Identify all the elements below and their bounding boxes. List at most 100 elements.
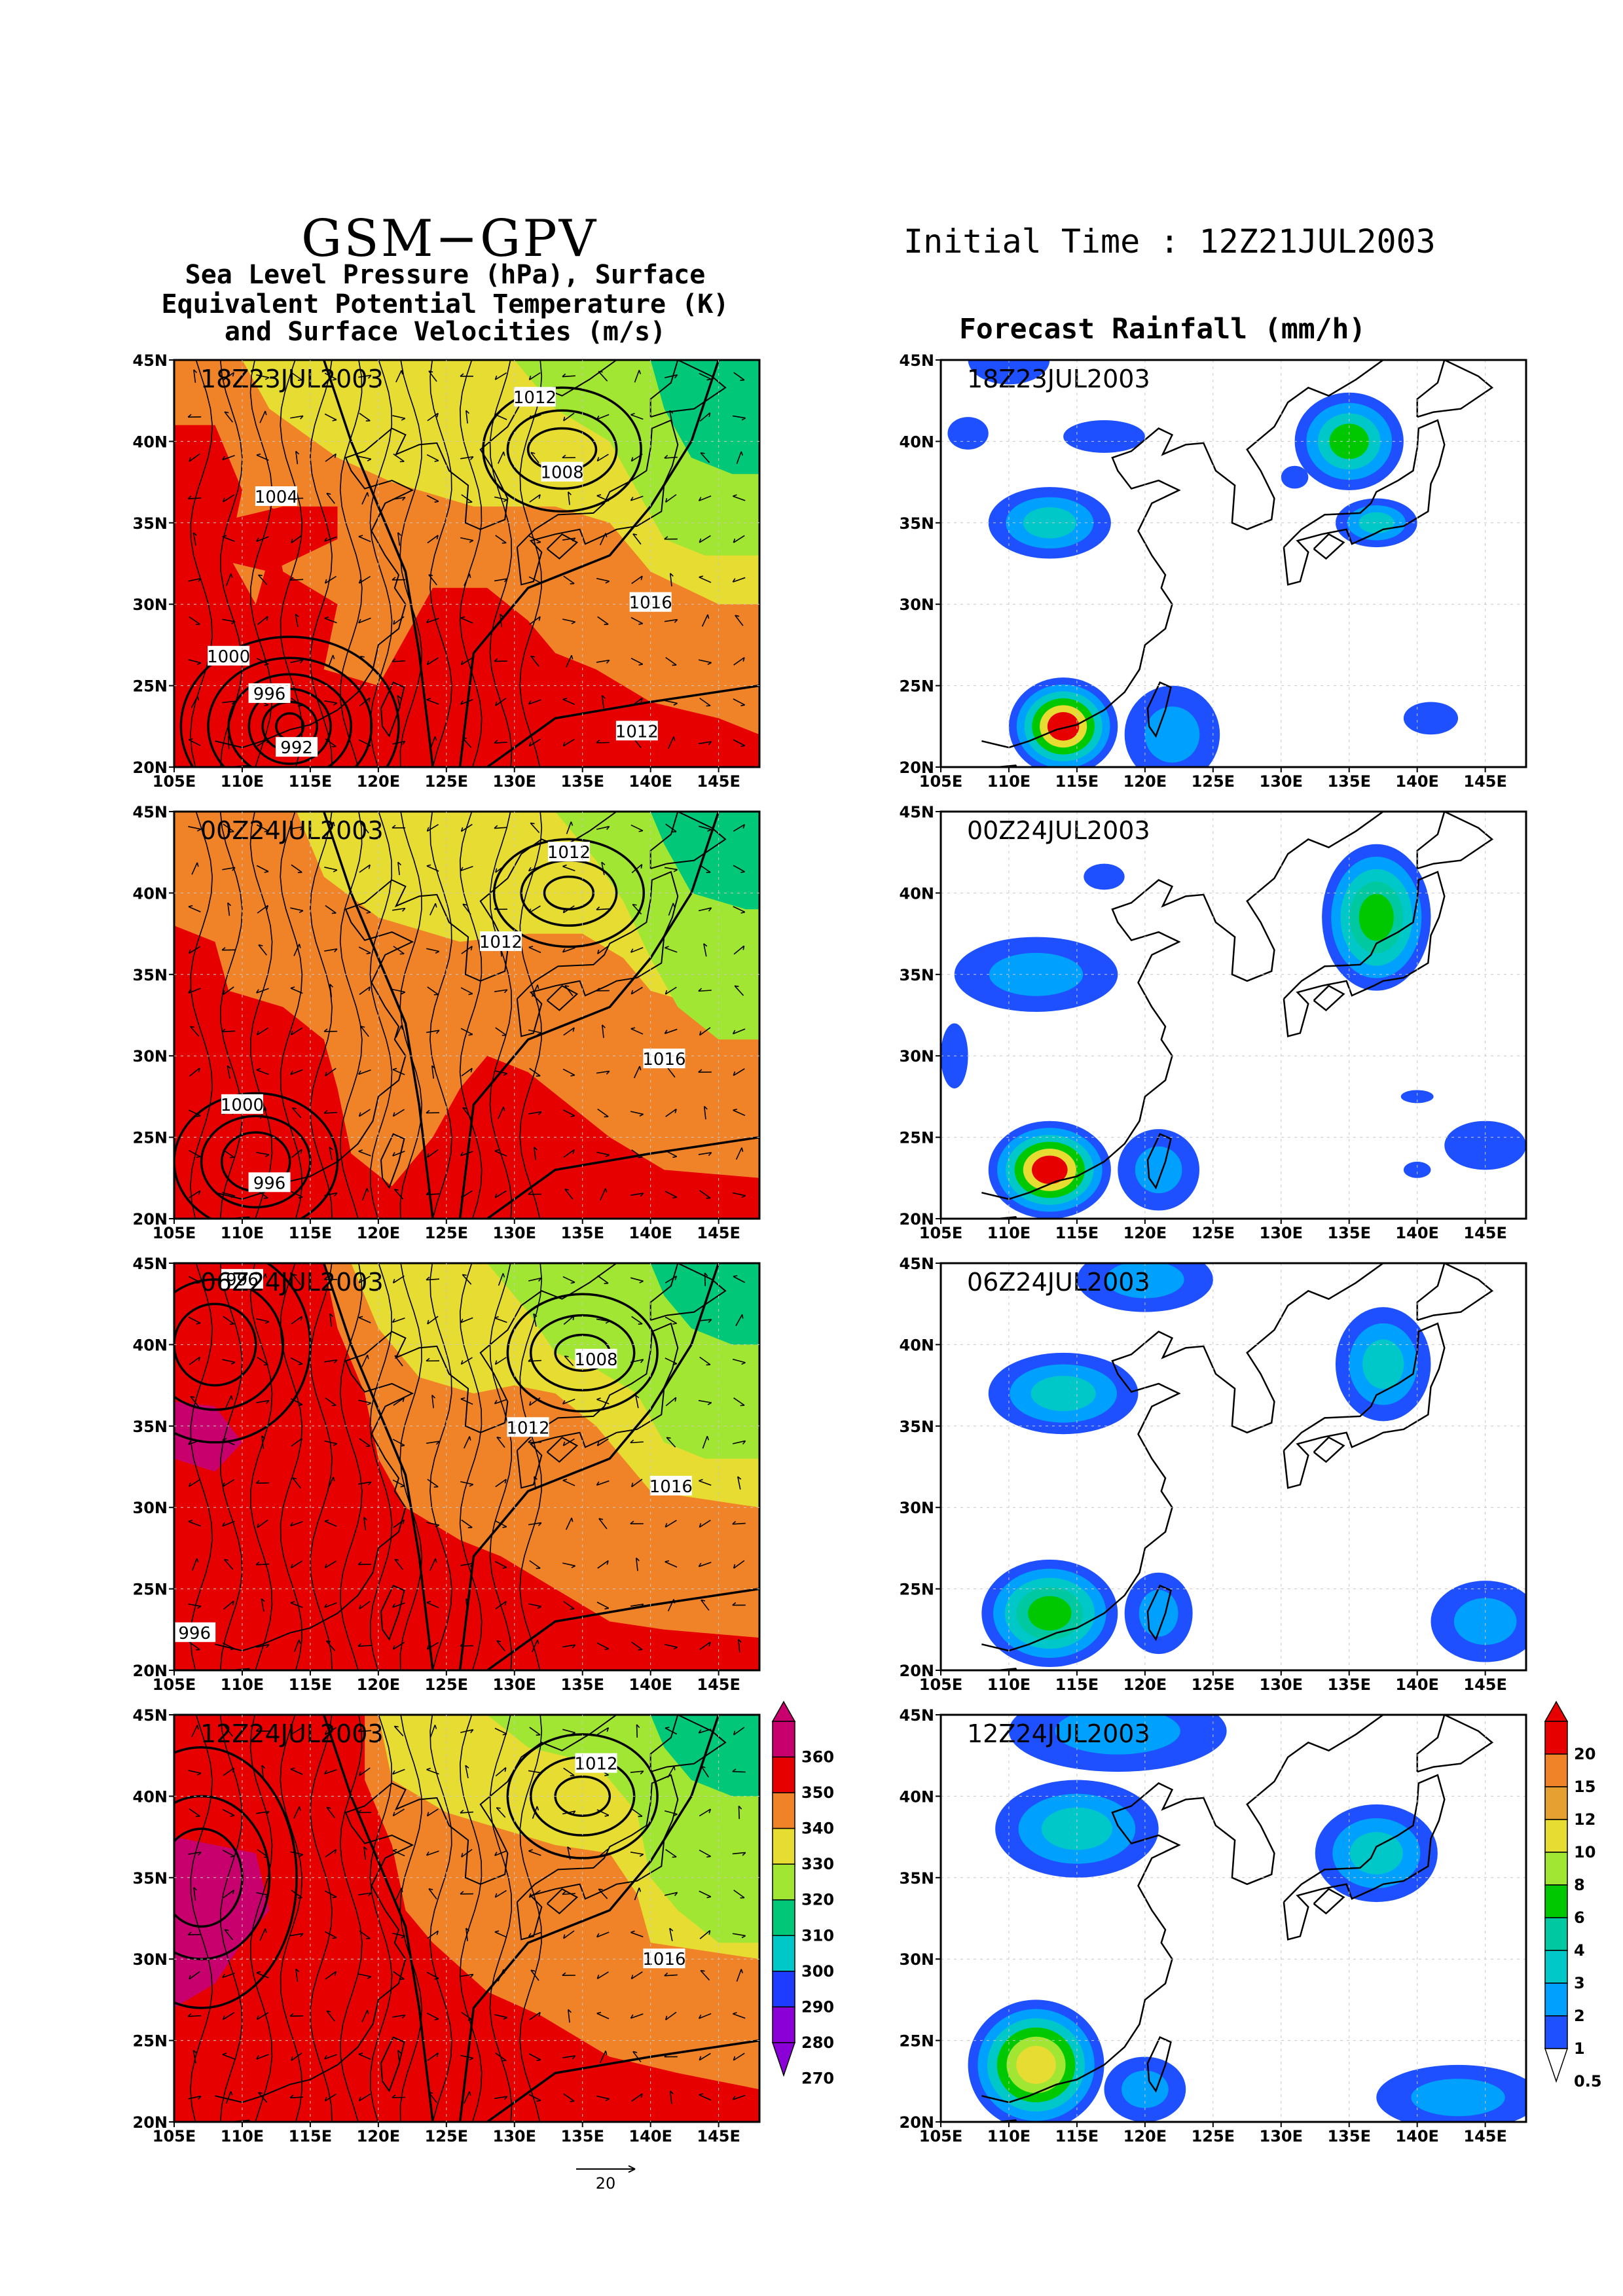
axes: 105E 110E 115E 120E 125E 130E 135E 140E 145E 20N 2… xyxy=(900,1706,1526,2145)
lon-tick-label: 140E xyxy=(1395,1224,1439,1242)
panel-time: 12Z24JUL2003 xyxy=(200,1719,384,1748)
lon-tick-label: 115E xyxy=(289,1224,333,1242)
lon-tick-label: 120E xyxy=(1123,2127,1167,2145)
coastline xyxy=(981,360,1494,767)
lat-tick-label: 45N xyxy=(900,1255,934,1273)
isobar-labels: 1012 1012 1016 1000 996 xyxy=(221,842,686,1193)
rain-colorbar: 20 15 12 10 8 6 4 3 2 1 0.5 xyxy=(1544,1700,1602,2090)
wind-vectors xyxy=(187,369,746,749)
isobar-label: 996 xyxy=(253,1174,286,1193)
lat-tick-label: 25N xyxy=(133,1581,168,1599)
model-title: GSM−GPV xyxy=(301,209,598,268)
coastline xyxy=(981,1263,1494,1670)
colorbar-label: 290 xyxy=(801,1998,834,2016)
isobar-label: 1004 xyxy=(255,488,298,507)
lat-tick-label: 45N xyxy=(133,803,168,821)
coastline xyxy=(981,1715,1494,2122)
panel-time: 06Z24JUL2003 xyxy=(967,1268,1150,1297)
lon-tick-label: 110E xyxy=(987,1224,1031,1242)
rain-title: Forecast Rainfall (mm/h) xyxy=(959,313,1366,346)
rain-panel-3: 06Z24JUL2003 105E 110E 115E 120E 125E 130E 135E… xyxy=(900,1255,1527,1694)
lon-tick-label: 135E xyxy=(1327,2127,1371,2145)
lon-tick-label: 105E xyxy=(153,1224,196,1242)
lat-tick-label: 40N xyxy=(900,884,934,903)
rain-field xyxy=(941,844,1526,1219)
lon-tick-label: 130E xyxy=(1260,1676,1304,1694)
lon-tick-label: 130E xyxy=(493,2127,537,2145)
lon-tick-label: 145E xyxy=(1463,772,1507,791)
colorbar-label: 6 xyxy=(1574,1909,1585,1927)
isobar-label: 1016 xyxy=(642,1950,685,1969)
slp-panel-1: 10121008100410161000996992101218Z23JUL20… xyxy=(133,351,761,791)
lon-tick-label: 140E xyxy=(629,1224,672,1242)
lon-tick-label: 105E xyxy=(153,2127,196,2145)
colorbar-label: 8 xyxy=(1574,1876,1585,1894)
panel-time: 18Z23JUL2003 xyxy=(200,365,384,393)
lon-tick-label: 115E xyxy=(1055,1676,1099,1694)
lon-tick-label: 125E xyxy=(1192,1224,1235,1242)
lat-tick-label: 25N xyxy=(900,1129,934,1147)
isobars xyxy=(174,1263,759,1670)
lon-tick-label: 140E xyxy=(629,772,672,791)
lon-tick-label: 130E xyxy=(1260,2127,1304,2145)
colorbar-label: 320 xyxy=(801,1891,834,1909)
lon-tick-label: 105E xyxy=(919,772,963,791)
lat-tick-label: 20N xyxy=(133,1210,168,1229)
lat-tick-label: 25N xyxy=(133,1129,168,1147)
lon-tick-label: 120E xyxy=(1123,1224,1167,1242)
colorbar-label: 10 xyxy=(1574,1843,1596,1861)
lon-tick-label: 135E xyxy=(1327,772,1371,791)
lat-tick-label: 40N xyxy=(133,884,168,903)
rain-field xyxy=(947,360,1459,767)
lat-tick-label: 20N xyxy=(133,2113,168,2132)
lon-tick-label: 145E xyxy=(1463,2127,1507,2145)
lon-tick-label: 110E xyxy=(987,772,1031,791)
colorbar-segments: 360 350 340 330 320 310 300 290 280 270 xyxy=(771,1700,834,2087)
axes: 105E 110E 115E 120E 125E 130E 135E 140E 145E 20N 2… xyxy=(133,351,759,791)
lat-tick-label: 25N xyxy=(133,677,168,696)
lon-tick-label: 115E xyxy=(1055,772,1099,791)
lon-tick-label: 105E xyxy=(919,1676,963,1694)
isobar-label: 1012 xyxy=(513,388,556,408)
lat-tick-label: 35N xyxy=(900,1418,934,1436)
lat-tick-label: 40N xyxy=(133,433,168,451)
lon-tick-label: 135E xyxy=(560,2127,604,2145)
theta-e-colorbar: 360 350 340 330 320 310 300 290 280 270 xyxy=(771,1700,834,2087)
lat-tick-label: 30N xyxy=(900,596,934,614)
colorbar-label: 1 xyxy=(1574,2039,1585,2058)
colorbar-label: 340 xyxy=(801,1820,834,1838)
lon-tick-label: 140E xyxy=(629,2127,672,2145)
panel-time: 18Z23JUL2003 xyxy=(967,365,1150,393)
lon-tick-label: 120E xyxy=(357,2127,401,2145)
lat-tick-label: 45N xyxy=(133,351,168,370)
lon-tick-label: 110E xyxy=(221,1224,264,1242)
lon-tick-label: 120E xyxy=(357,1676,401,1694)
axes: 105E 110E 115E 120E 125E 130E 135E 140E 145E 20N 2… xyxy=(133,803,759,1242)
lat-tick-label: 25N xyxy=(900,2032,934,2051)
rain-panel-2: 00Z24JUL2003 105E 110E 115E 120E 125E 130E 135E… xyxy=(900,803,1527,1242)
lat-tick-label: 20N xyxy=(900,1662,934,1680)
rain-panel-4: 12Z24JUL2003 105E 110E 115E 120E 125E 130E 135E… xyxy=(900,1706,1527,2145)
lon-tick-label: 120E xyxy=(1123,772,1167,791)
isobar-label: 996 xyxy=(253,685,286,704)
lat-tick-label: 30N xyxy=(900,1047,934,1066)
lat-tick-label: 45N xyxy=(133,1255,168,1273)
colorbar-label: 280 xyxy=(801,2034,834,2052)
lon-tick-label: 130E xyxy=(1260,1224,1304,1242)
lat-tick-label: 25N xyxy=(900,677,934,696)
lon-tick-label: 145E xyxy=(697,772,740,791)
lon-tick-label: 115E xyxy=(1055,1224,1099,1242)
lat-tick-label: 30N xyxy=(133,1950,168,1969)
isobar-label: 1012 xyxy=(615,722,659,742)
lon-tick-label: 115E xyxy=(289,772,333,791)
isobar-label: 996 xyxy=(178,1624,211,1643)
lon-tick-label: 125E xyxy=(425,772,469,791)
coastline xyxy=(215,812,727,1219)
lon-tick-label: 120E xyxy=(1123,1676,1167,1694)
lon-tick-label: 145E xyxy=(697,1224,740,1242)
lon-tick-label: 115E xyxy=(289,1676,333,1694)
isobar-label: 1000 xyxy=(221,1096,264,1115)
isobar-label: 1012 xyxy=(479,933,522,952)
